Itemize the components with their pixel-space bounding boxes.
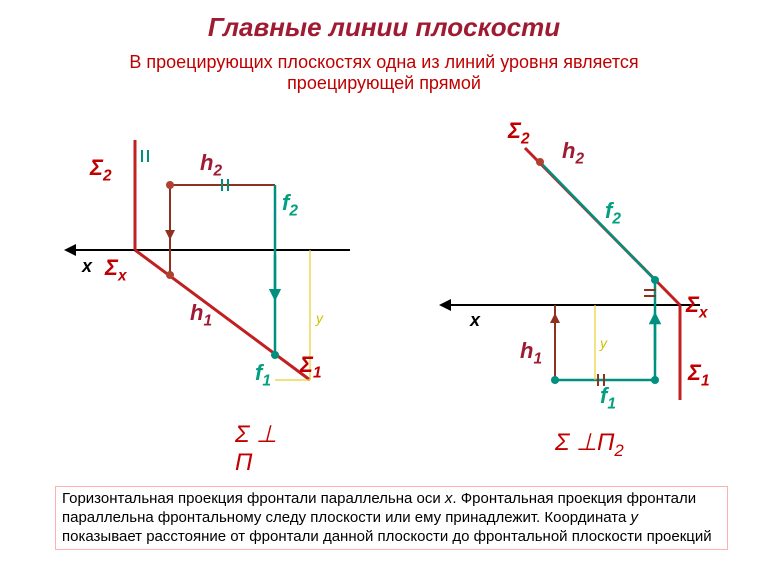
right-h1: h1 xyxy=(520,338,542,368)
left-f1: f1 xyxy=(255,360,271,390)
right-f2: f2 xyxy=(605,198,621,228)
left-h2: h2 xyxy=(200,150,222,180)
caption-left: Σ ⊥ П xyxy=(235,420,277,477)
right-diagram xyxy=(445,148,700,400)
caption-right: Σ ⊥П2 xyxy=(555,428,624,461)
right-sigma1: Σ1 xyxy=(688,360,710,390)
footer-note: Горизонтальная проекция фронтали паралле… xyxy=(55,486,728,550)
right-h2: h2 xyxy=(562,138,584,168)
right-f1: f1 xyxy=(600,383,616,413)
left-h1: h1 xyxy=(190,300,212,330)
left-y: y xyxy=(316,310,323,326)
left-f2: f2 xyxy=(282,190,298,220)
right-y: y xyxy=(600,335,607,351)
left-sigma1: Σ1 xyxy=(300,352,322,382)
right-x: x xyxy=(470,310,480,331)
left-sigma2: Σ2 xyxy=(90,155,112,185)
left-sigmaX: Σx xyxy=(105,255,127,285)
right-sigmaX: Σx xyxy=(686,292,708,322)
right-sigma2: Σ2 xyxy=(508,118,530,148)
left-x: x xyxy=(82,256,92,277)
